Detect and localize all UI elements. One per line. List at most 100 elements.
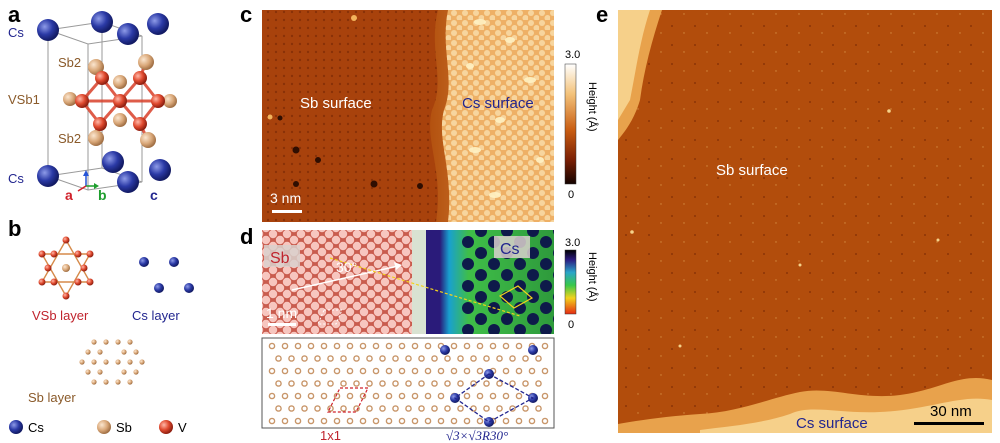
lattice-sb-atom	[515, 392, 523, 400]
lattice-sb-atom	[418, 380, 425, 387]
lattice-sb-atom	[268, 367, 276, 375]
lattice-sb-atom	[307, 367, 315, 375]
lattice-sb-atom	[450, 417, 458, 425]
colorbar-c-max: 3.0	[565, 49, 580, 61]
lattice-sb-atom	[463, 417, 471, 425]
lattice-sb-atom	[353, 380, 360, 387]
label-root3: √3×√3R30°	[446, 428, 508, 443]
label-cs-layer: Cs layer	[132, 308, 180, 323]
lattice-sb-atom	[372, 417, 380, 425]
lattice-sb-atom	[268, 342, 276, 350]
lattice-sb-atom	[275, 380, 282, 387]
lattice-sb-atom	[541, 342, 549, 350]
lattice-sb-atom	[535, 355, 542, 362]
scalebar-c-label: 3 nm	[270, 190, 301, 206]
label-e-sb-surface: Sb surface	[716, 162, 788, 179]
panel-a: a	[8, 2, 177, 203]
label-e-cs-surface: Cs surface	[796, 415, 868, 432]
lattice-sb-atom	[346, 392, 354, 400]
lattice-sb-atom	[437, 417, 445, 425]
colorbar-c-title: Height (Å)	[586, 82, 599, 132]
lattice-sb-atom	[366, 405, 373, 412]
lattice-sb-atom	[353, 405, 360, 412]
lattice-sb-atom	[320, 417, 328, 425]
cs-layer-atoms	[139, 257, 194, 293]
lattice-sb-atom	[450, 342, 458, 350]
lattice-sb-atom	[483, 355, 490, 362]
lattice-sb-atom	[502, 342, 510, 350]
panel-b: b VSb layer Cs layer	[8, 216, 194, 435]
label-cs-bottom: Cs	[8, 171, 24, 186]
lattice-sb-atom	[288, 405, 295, 412]
lattice-sb-atom	[483, 380, 490, 387]
lattice-sb-atom	[333, 367, 341, 375]
lattice-sb-atom	[405, 380, 412, 387]
lattice-sb-atom	[502, 417, 510, 425]
v-atoms	[75, 71, 165, 131]
scalebar-e	[914, 422, 984, 425]
colorbar-d-min: 0	[568, 319, 574, 331]
colorbar-c	[564, 63, 577, 185]
lattice-sb-atom	[457, 355, 464, 362]
label-c-sb-surface: Sb surface	[300, 95, 372, 112]
lattice-sb-atom	[327, 355, 334, 362]
lattice-sb-atom	[541, 367, 549, 375]
label-d-angle: 30°	[336, 259, 357, 275]
lattice-sb-atom	[275, 355, 282, 362]
lattice-sb-atom	[463, 342, 471, 350]
label-sb2-top: Sb2	[58, 55, 81, 70]
lattice-sb-atom	[359, 367, 367, 375]
lattice-sb-atom	[385, 392, 393, 400]
lattice-sb-atom	[398, 392, 406, 400]
lattice-sb-atom	[476, 367, 484, 375]
lattice-sb-atom	[346, 417, 354, 425]
lattice-sb-atom	[307, 342, 315, 350]
lattice-sb-atom	[411, 342, 419, 350]
panel-label-d: d	[240, 224, 253, 249]
lattice-sb-atom	[515, 367, 523, 375]
d-unit-cell-1x1	[317, 309, 343, 325]
panel-label-c: c	[240, 2, 252, 27]
legend-v-label: V	[178, 420, 187, 435]
sb-tag-bg	[264, 245, 300, 267]
panel-label-e: e	[596, 2, 608, 27]
scalebar-e-label: 30 nm	[930, 403, 972, 420]
lattice-sb-atom	[522, 405, 529, 412]
lattice-sb-atom	[535, 380, 542, 387]
panel-label-b: b	[8, 216, 21, 241]
lattice-sb-atom	[444, 380, 451, 387]
legend-cs-label: Cs	[28, 420, 44, 435]
lattice-sb-atom	[281, 392, 289, 400]
lattice-sb-atom	[385, 367, 393, 375]
lattice-sb-atom	[268, 392, 276, 400]
lattice-sb-atom	[457, 405, 464, 412]
lattice-sb-atom	[470, 380, 477, 387]
lattice-sb-atom	[411, 417, 419, 425]
lattice-sb-atom	[301, 405, 308, 412]
sb-atoms	[63, 54, 177, 148]
lattice-sb-atom	[320, 392, 328, 400]
lattice-sb-atom	[314, 380, 321, 387]
lattice-sb-atom	[268, 417, 276, 425]
lattice-sb-atom	[307, 392, 315, 400]
cs-tag-bg	[494, 236, 530, 258]
label-sb2-bottom: Sb2	[58, 131, 81, 146]
lattice-sb-atom	[405, 405, 412, 412]
lattice-sb-atom	[476, 392, 484, 400]
1x1-cell-outline	[327, 387, 369, 413]
lattice-sb-atom	[528, 367, 536, 375]
lattice-sb-atom	[281, 342, 289, 350]
legend-sb-label: Sb	[116, 420, 132, 435]
lattice-sb-atom	[392, 405, 399, 412]
axis-b: b	[98, 187, 107, 203]
lattice-sb-atom	[307, 417, 315, 425]
lattice-sb-atom	[502, 367, 510, 375]
lattice-sb-atom	[418, 405, 425, 412]
label-c-cs-surface: Cs surface	[462, 95, 534, 112]
label-cs-top: Cs	[8, 25, 24, 40]
colorbar-d	[564, 249, 577, 315]
lattice-sb-atom	[320, 342, 328, 350]
lattice-sb-atom	[379, 405, 386, 412]
lattice-sb-atom	[281, 417, 289, 425]
lattice-sb-atom	[535, 405, 542, 412]
